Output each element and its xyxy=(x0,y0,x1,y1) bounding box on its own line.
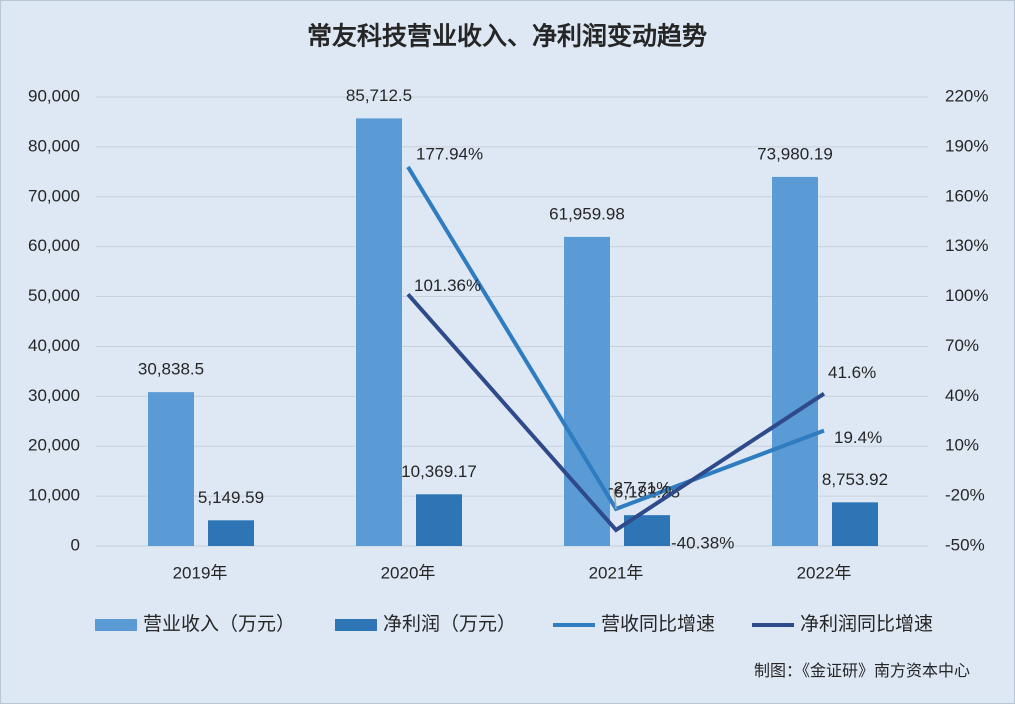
bar xyxy=(148,392,194,546)
y2-tick-label: 190% xyxy=(945,136,988,155)
y-tick-label: 90,000 xyxy=(28,86,80,105)
y2-tick-label: 10% xyxy=(945,436,979,455)
y2-tick-label: 220% xyxy=(945,86,988,105)
y-tick-label: 80,000 xyxy=(28,136,80,155)
legend-label: 净利润同比增速 xyxy=(800,613,933,635)
y-tick-label: 60,000 xyxy=(28,236,80,255)
y2-tick-label: 160% xyxy=(945,186,988,205)
y-tick-label: 40,000 xyxy=(28,336,80,355)
x-tick-label: 2021年 xyxy=(589,563,644,582)
y-tick-label: 10,000 xyxy=(28,486,80,505)
y2-tick-label: 100% xyxy=(945,286,988,305)
data-label: 10,369.17 xyxy=(401,462,477,481)
bar xyxy=(356,118,402,546)
data-label: 101.36% xyxy=(414,276,481,295)
legend-swatch xyxy=(95,619,137,631)
data-label: 73,980.19 xyxy=(757,144,833,163)
data-label: 85,712.5 xyxy=(346,86,412,105)
line-series xyxy=(406,165,825,512)
y2-tick-label: -20% xyxy=(945,486,985,505)
y-tick-label: 30,000 xyxy=(28,386,80,405)
legend-label: 营业收入（万元） xyxy=(143,613,295,635)
legend-label: 净利润（万元） xyxy=(383,613,516,635)
leader-line xyxy=(613,488,617,510)
data-label: 8,753.92 xyxy=(822,470,888,489)
data-label: 5,149.59 xyxy=(198,488,264,507)
bar xyxy=(416,494,462,546)
data-label: 19.4% xyxy=(834,428,882,447)
bar xyxy=(772,176,818,546)
data-label: 61,959.98 xyxy=(549,204,625,223)
x-tick-label: 2022年 xyxy=(797,563,852,582)
legend-label: 营收同比增速 xyxy=(601,613,715,635)
x-tick-label: 2019年 xyxy=(173,563,228,582)
y2-tick-label: 40% xyxy=(945,386,979,405)
y-tick-label: 0 xyxy=(71,535,80,554)
data-label: 177.94% xyxy=(416,144,483,163)
chart-title: 常友科技营业收入、净利润变动趋势 xyxy=(307,22,707,51)
legend-swatch xyxy=(335,619,377,631)
y-tick-label: 70,000 xyxy=(28,186,80,205)
data-label: 30,838.5 xyxy=(138,360,204,379)
data-label: -27.71% xyxy=(608,478,671,497)
y2-tick-label: -50% xyxy=(945,535,985,554)
source-note: 制图：《金证研》南方资本中心 xyxy=(754,662,970,680)
x-tick-label: 2020年 xyxy=(381,563,436,582)
line-series xyxy=(406,292,826,533)
data-label: 41.6% xyxy=(828,363,876,382)
data-label: -40.38% xyxy=(671,533,734,552)
bar xyxy=(832,502,878,546)
y2-tick-label: 70% xyxy=(945,336,979,355)
bar xyxy=(208,520,254,546)
y2-tick-label: 130% xyxy=(945,236,988,255)
y-tick-label: 20,000 xyxy=(28,436,80,455)
y-tick-label: 50,000 xyxy=(28,286,80,305)
